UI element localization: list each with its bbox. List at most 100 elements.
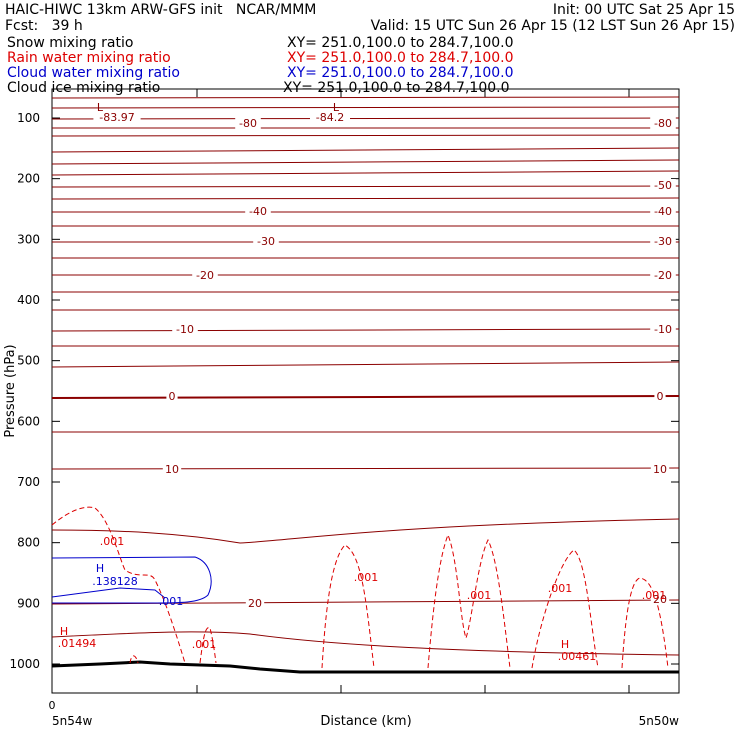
isotherm-label: -30 xyxy=(257,235,275,248)
isotherm-label: -83.97 xyxy=(99,111,134,124)
rain-contour xyxy=(531,549,599,669)
isotherm-label: -10 xyxy=(176,323,194,336)
isotherm-line xyxy=(51,106,680,109)
y-tick-label: 600 xyxy=(17,414,40,428)
rain-contour xyxy=(51,506,186,664)
rain-contour-label: .001 xyxy=(467,589,492,602)
isotherm-label: -84.2 xyxy=(316,111,344,124)
init-time: Init: 00 UTC Sat 25 Apr 15 xyxy=(552,2,735,18)
contour-label-bg xyxy=(654,390,666,402)
y-tick-label: 500 xyxy=(17,354,40,368)
extremum-label: .138128 xyxy=(92,575,138,588)
contour-label-bg xyxy=(650,117,676,129)
isotherm-label: -20 xyxy=(196,269,214,282)
isotherm-line xyxy=(51,170,680,176)
x-end-label-left: 5n54w xyxy=(52,714,93,728)
isotherm-line xyxy=(51,518,680,544)
isotherm-line xyxy=(51,361,680,368)
legend-rain-label: Rain water mixing ratio xyxy=(7,50,171,66)
rain-contour xyxy=(321,544,375,669)
legend-cloud-ice-label: Cloud ice mixing ratio xyxy=(7,80,161,96)
isotherm-line xyxy=(51,467,680,470)
contour-label-bg xyxy=(650,593,670,605)
extremum-label: H xyxy=(60,625,68,638)
isotherm-line xyxy=(51,134,680,137)
contour-label-bg xyxy=(650,463,670,475)
x-axis-label: Distance (km) xyxy=(320,714,411,729)
contour-label-bg xyxy=(172,323,198,335)
legend-cloud-ice-xy: XY= 251.0,100.0 to 284.7,100.0 xyxy=(283,80,510,96)
contour-label-bg xyxy=(650,269,676,281)
isotherm-label: 0 xyxy=(169,390,176,403)
x-end-label-right: 5n50w xyxy=(639,714,680,728)
isotherm-label: -40 xyxy=(654,205,672,218)
rain-contour-label: .001 xyxy=(354,571,379,584)
rain-contour xyxy=(129,655,139,664)
isotherm-label: -50 xyxy=(654,179,672,192)
isotherm-line xyxy=(51,631,680,656)
isotherm-label: 10 xyxy=(653,463,667,476)
y-tick-label: 700 xyxy=(17,475,40,489)
contour-label-bg xyxy=(310,111,350,123)
isotherm-line xyxy=(51,197,680,200)
y-tick-label: 100 xyxy=(17,111,40,125)
isotherm-line xyxy=(51,96,680,99)
y-tick-label: 800 xyxy=(17,536,40,550)
rain-contour xyxy=(199,627,217,664)
isotherm-label: -20 xyxy=(654,269,672,282)
extremum-label: H xyxy=(561,638,569,651)
legend-snow-xy: XY= 251.0,100.0 to 284.7,100.0 xyxy=(287,35,514,51)
contour-label-bg xyxy=(650,235,676,247)
legend-cloud-water-xy: XY= 251.0,100.0 to 284.7,100.0 xyxy=(287,65,514,81)
contour-label-bg xyxy=(93,111,141,123)
contour-label-bg xyxy=(245,597,265,609)
figure-title: HAIC-HIWC 13km ARW-GFS init NCAR/MMM xyxy=(5,2,317,18)
y-tick-label: 200 xyxy=(17,172,40,186)
isotherm-line xyxy=(51,395,680,399)
isotherm-label: 0 xyxy=(657,390,664,403)
contour-label-bg xyxy=(192,269,218,281)
isotherm-line xyxy=(51,117,680,120)
rain-contour-label: .001 xyxy=(642,589,667,602)
cloud-water-contour xyxy=(51,587,166,599)
y-tick-label: 400 xyxy=(17,293,40,307)
isotherm-label: -10 xyxy=(654,323,672,336)
contour-label-bg xyxy=(245,205,271,217)
contour-label-bg xyxy=(235,117,261,129)
rain-contour xyxy=(621,577,669,669)
rain-contour xyxy=(427,533,511,669)
contour-label-bg xyxy=(650,205,676,217)
extremum-label: L xyxy=(333,101,340,114)
isotherm-line xyxy=(51,328,680,332)
valid-time: Valid: 15 UTC Sun 26 Apr 15 (12 LST Sun … xyxy=(370,18,735,34)
legend-cloud-water-label: Cloud water mixing ratio xyxy=(7,65,180,81)
isotherm-line xyxy=(51,185,680,188)
contour-label-bg xyxy=(162,463,182,475)
isotherm-label: -80 xyxy=(239,117,257,130)
x-tick-label: 0 xyxy=(49,699,56,712)
rain-contour-label: .001 xyxy=(100,535,125,548)
y-axis-label: Pressure (hPa) xyxy=(3,344,18,437)
cloud-water-contour-label: .001 xyxy=(159,595,184,608)
isotherm-label: 20 xyxy=(653,593,667,606)
extremum-label: L xyxy=(97,101,104,114)
y-tick-label: 900 xyxy=(17,596,40,610)
isotherm-label: -40 xyxy=(249,205,267,218)
legend-rain-xy: XY= 251.0,100.0 to 284.7,100.0 xyxy=(287,50,514,66)
extremum-label: .01494 xyxy=(58,637,97,650)
rain-contour-label: .001 xyxy=(192,638,217,651)
extremum-label: H xyxy=(96,562,104,575)
y-tick-label: 1000 xyxy=(9,657,40,671)
isotherm-line xyxy=(51,159,680,165)
extremum-label: .00461 xyxy=(558,650,597,663)
isotherm-label: 20 xyxy=(248,597,262,610)
isotherm-line xyxy=(51,147,680,153)
terrain-line xyxy=(51,660,679,674)
contour-label-bg xyxy=(650,179,676,191)
contour-label-bg xyxy=(650,323,676,335)
contour-label-bg xyxy=(166,390,178,402)
contour-label-bg xyxy=(253,235,279,247)
y-tick-label: 300 xyxy=(17,232,40,246)
